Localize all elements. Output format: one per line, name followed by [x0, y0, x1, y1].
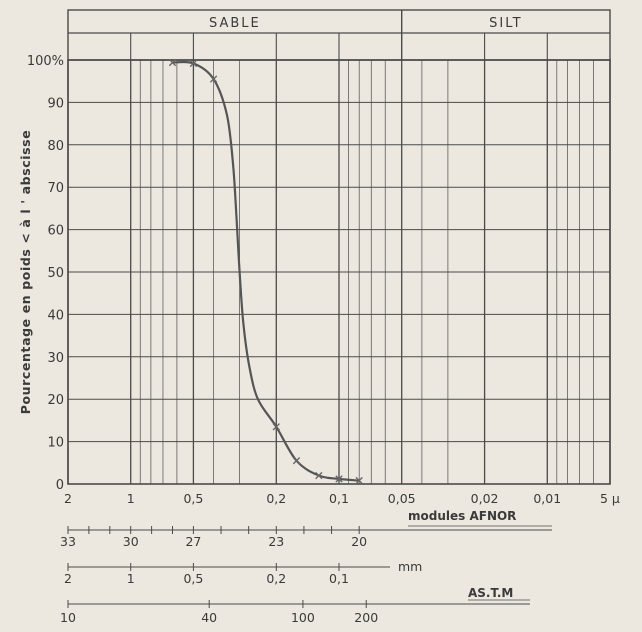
data-point [189, 59, 198, 68]
y-tick-label: 100% [27, 54, 64, 69]
x-tick-label: 0,1 [329, 491, 349, 506]
y-tick-label: 90 [47, 96, 64, 111]
x-tick-label: 1 [127, 491, 135, 506]
y-tick-label: 80 [47, 139, 64, 154]
afnor-tick-label: 27 [185, 534, 201, 549]
header-sable-label: SABLE [209, 16, 261, 31]
x-tick-label: 0,05 [388, 491, 416, 506]
mm-tick-label: 0,2 [266, 571, 286, 586]
y-axis-label: Pourcentage en poids < à l ' abscisse [18, 130, 33, 415]
astm-tick-label: 100 [291, 610, 315, 625]
x-tick-label: 0,2 [266, 491, 286, 506]
data-point [355, 476, 363, 485]
mm-tick-label: 0,1 [329, 571, 349, 586]
data-point [315, 471, 323, 480]
y-tick-label: 10 [47, 436, 64, 451]
astm-tick-label: 10 [60, 610, 76, 625]
y-tick-label: 0 [56, 478, 64, 493]
afnor-tick-label: 33 [60, 534, 76, 549]
mm-tick-label: 1 [127, 571, 135, 586]
secondary-scales: modules AFNOR 33 30 27 23 20 mm 2 1 0,5 0,2 0,1 AS.T… [60, 509, 552, 625]
y-tick-label: 30 [47, 351, 64, 366]
astm-tick-label: 200 [354, 610, 378, 625]
series-line [172, 60, 360, 482]
data-point [168, 58, 177, 67]
x-tick-label: 0,01 [533, 491, 561, 506]
y-tick-label: 70 [47, 181, 64, 196]
header-silt-label: SILT [489, 16, 522, 31]
data-point [335, 475, 343, 483]
x-tick-label: 5 µ [600, 491, 620, 506]
data-point [209, 75, 218, 83]
mm-tick-label: 0,5 [183, 571, 203, 586]
x-tick-label: 0,5 [183, 491, 203, 506]
y-tick-label: 40 [47, 308, 64, 323]
afnor-tick-label: 20 [351, 534, 367, 549]
mm-scale-label: mm [398, 559, 422, 574]
afnor-tick-label: 23 [268, 534, 284, 549]
x-tick-label: 0,02 [471, 491, 499, 506]
astm-tick-label: 40 [201, 610, 217, 625]
series [168, 58, 363, 485]
y-tick-label: 20 [47, 393, 64, 408]
grid [67, 59, 611, 485]
mm-tick-label: 2 [64, 571, 72, 586]
astm-scale-label: AS.T.M [468, 586, 513, 600]
axes: 0 10 20 30 40 50 60 70 80 90 100% 2 1 0,5 0,2 0,1 0,05 0,… [18, 54, 620, 506]
y-tick-label: 60 [47, 224, 64, 239]
x-tick-label: 2 [64, 491, 72, 506]
data-point [292, 456, 301, 465]
afnor-tick-label: 30 [123, 534, 139, 549]
data-point [272, 423, 280, 431]
afnor-scale-label: modules AFNOR [408, 509, 516, 523]
chart-header: SABLE SILT [67, 9, 611, 61]
y-tick-label: 50 [47, 266, 64, 281]
